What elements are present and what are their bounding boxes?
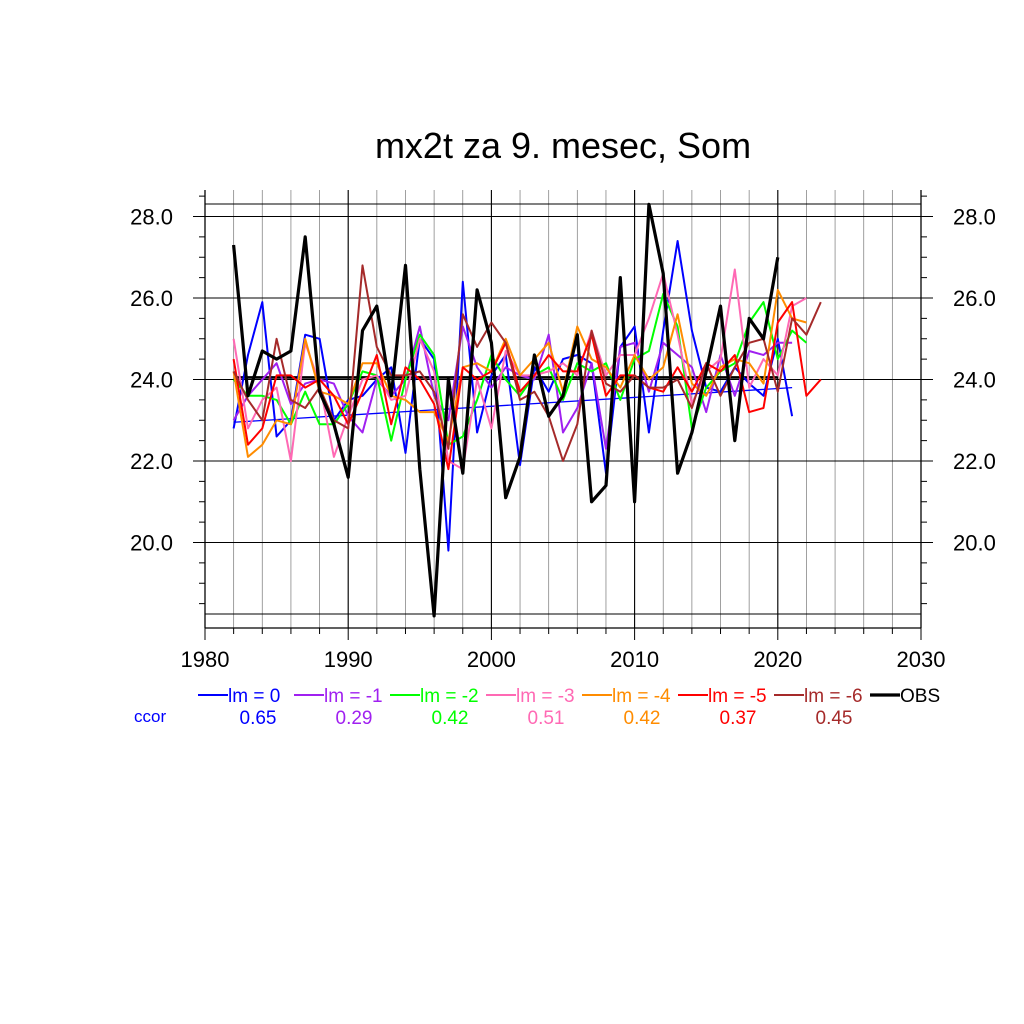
y-tick-label-right: 24.0 (953, 368, 996, 393)
chart-title: mx2t za 9. mesec, Som (375, 125, 751, 166)
x-tick-label: 2030 (897, 647, 946, 672)
ccor-value-4: 0.42 (624, 708, 661, 729)
legend-label-7: OBS (900, 686, 940, 707)
y-tick-label-left: 28.0 (130, 205, 173, 230)
y-tick-label-left: 26.0 (130, 286, 173, 311)
y-tick-label-right: 26.0 (953, 286, 996, 311)
x-tick-label: 2010 (610, 647, 659, 672)
ccor-value-2: 0.42 (432, 708, 469, 729)
ccor-value-5: 0.37 (720, 708, 757, 729)
series-lines (232, 202, 822, 618)
legend-label-0: lm = 0 (228, 686, 280, 707)
series-line-5 (232, 301, 822, 471)
series-line-7 (232, 202, 780, 618)
ccor-value-6: 0.45 (816, 708, 853, 729)
legend-label-4: lm = -4 (612, 686, 671, 707)
y-tick-label-left: 22.0 (130, 449, 173, 474)
y-tick-label-left: 24.0 (130, 368, 173, 393)
y-tick-label-left: 20.0 (130, 531, 173, 556)
x-tick-label: 2020 (753, 647, 802, 672)
legend-label-2: lm = -2 (420, 686, 479, 707)
legend-label-6: lm = -6 (804, 686, 863, 707)
x-tick-label: 2000 (467, 647, 516, 672)
legend-label-1: lm = -1 (324, 686, 383, 707)
series-line-0 (232, 240, 794, 552)
ccor-value-0: 0.65 (240, 708, 277, 729)
axes: 20.0 20.0 22.0 22.0 24.0 24.0 26.0 26.0 28.0 28.0… (130, 190, 996, 672)
y-tick-label-right: 22.0 (953, 449, 996, 474)
legend-label-3: lm = -3 (516, 686, 575, 707)
y-tick-label-right: 20.0 (953, 531, 996, 556)
series-line-4 (232, 288, 807, 458)
y-tick-label-right: 28.0 (953, 205, 996, 230)
x-tick-label: 1980 (181, 647, 230, 672)
x-tick-label: 1990 (324, 647, 373, 672)
legend-label-5: lm = -5 (708, 686, 767, 707)
ccor-value-1: 0.29 (336, 708, 373, 729)
ccor-label: ccor (134, 707, 166, 726)
ccor-value-3: 0.51 (528, 708, 565, 729)
